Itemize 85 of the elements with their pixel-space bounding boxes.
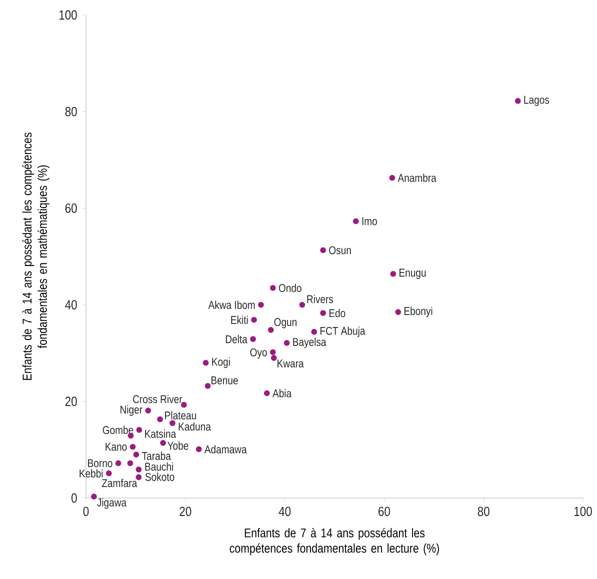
annotation: Zamfara: [102, 478, 138, 488]
point: [136, 474, 142, 480]
y-tick-label: 40: [65, 300, 77, 310]
x-tick-label: 0: [83, 506, 89, 516]
annotation: Taraba: [142, 452, 171, 460]
annotation: Bayelsa: [293, 338, 326, 348]
annotation: Enugu: [400, 268, 426, 279]
point: [320, 247, 326, 254]
point: [250, 336, 256, 342]
point: [514, 98, 521, 104]
annotation: Sokoto: [145, 472, 174, 481]
annotation: Akwa Ibom: [208, 300, 255, 309]
point: [268, 326, 274, 333]
annotation: Lagos: [524, 96, 550, 106]
point: [352, 218, 359, 224]
annotation: Katsina: [145, 430, 176, 438]
point: [311, 328, 318, 335]
point: [160, 440, 166, 446]
x-tick-label: 80: [478, 506, 490, 516]
point: [157, 416, 163, 422]
point: [395, 309, 402, 315]
annotation: Ondo: [278, 284, 302, 292]
x-tick-label: 40: [278, 506, 291, 516]
annotation: Osun: [329, 246, 351, 254]
annotation: Niger: [120, 405, 142, 416]
point: [136, 426, 142, 433]
point: [258, 302, 264, 308]
point: [91, 494, 97, 500]
y-axis-title: Enfants de 7 à 14 ans possédant les compétences fondamentales en mathématiques (%): [22, 132, 50, 380]
annotation: Adamawa: [204, 445, 247, 454]
annotation: Rivers: [307, 294, 334, 304]
y-tick-label: 100: [59, 10, 77, 20]
y-tick-label: 0: [72, 493, 77, 503]
annotation: Cross River: [133, 394, 182, 404]
annotation: Oyo: [250, 348, 267, 359]
annotation: Kaduna: [178, 422, 211, 431]
point: [170, 420, 176, 426]
annotation: Jigawa: [97, 498, 127, 509]
point: [180, 402, 187, 408]
x-tick-label: 60: [378, 506, 390, 516]
point: [106, 470, 112, 476]
annotation: Bauchi: [145, 462, 173, 471]
point: [270, 349, 276, 356]
x-tick-label: 100: [574, 506, 592, 516]
annotation: Imo: [362, 217, 377, 226]
annotation: Borno: [88, 459, 112, 468]
annotation: Ekiti: [231, 316, 248, 324]
point: [389, 174, 396, 181]
point: [320, 310, 326, 316]
annotation: Yobe: [168, 441, 188, 450]
annotation: Ebonyi: [404, 306, 432, 318]
annotation: Anambra: [398, 174, 436, 182]
annotation: Plateau: [165, 411, 196, 420]
annotation: Gombe: [102, 426, 134, 434]
annotation: Kebbi: [80, 469, 103, 478]
point: [202, 360, 209, 366]
annotation: Kwara: [278, 360, 304, 368]
annotation: Benue: [211, 376, 238, 384]
point: [264, 390, 270, 396]
point: [133, 452, 140, 458]
y-tick-label: 80: [65, 106, 77, 116]
point: [115, 460, 122, 466]
y-tick-label: 60: [65, 203, 77, 213]
point: [390, 270, 396, 277]
point: [299, 302, 306, 308]
annotation: Delta: [226, 334, 248, 344]
point: [270, 284, 276, 291]
annotation: Kogi: [212, 357, 230, 368]
point: [251, 316, 257, 323]
annotation: Abia: [272, 389, 292, 398]
x-tick-label: 20: [180, 506, 192, 516]
point: [145, 408, 152, 414]
point: [284, 340, 290, 346]
point: [130, 444, 136, 450]
y-tick-label: 20: [65, 396, 77, 406]
annotation: FCT Abuja: [320, 326, 366, 338]
point: [270, 354, 277, 361]
point: [127, 460, 134, 466]
annotation: Ogun: [274, 318, 296, 328]
x-axis-title: Enfants de 7 à 14 ans possédant les compétences fondamentales en lecture (%): [230, 528, 439, 556]
annotation: Kano: [106, 442, 127, 451]
point: [204, 382, 211, 389]
point: [196, 446, 202, 452]
annotation: Edo: [329, 308, 346, 318]
point: [136, 466, 142, 472]
